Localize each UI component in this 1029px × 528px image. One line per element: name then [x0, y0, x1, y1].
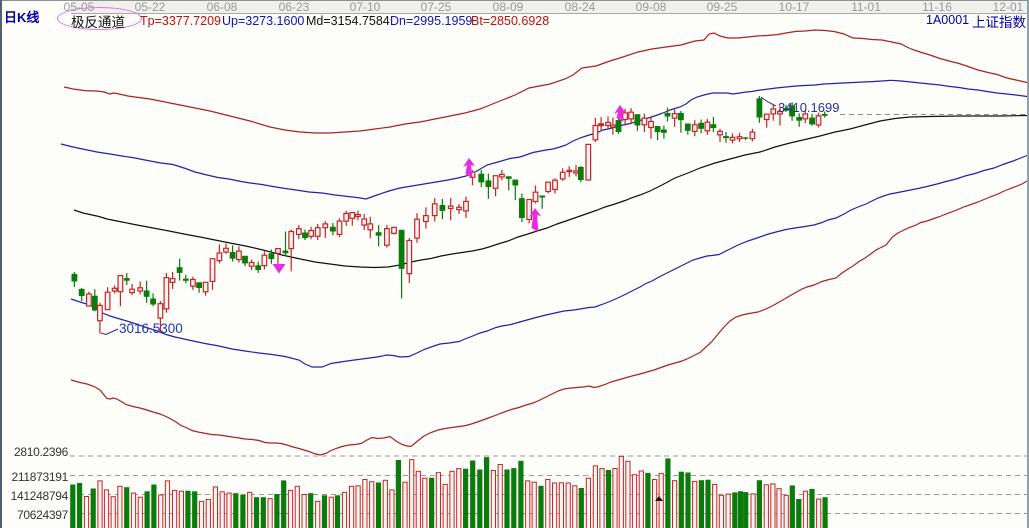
- svg-text:3016.5300: 3016.5300: [119, 321, 183, 336]
- svg-text:3410.1699: 3410.1699: [778, 100, 839, 115]
